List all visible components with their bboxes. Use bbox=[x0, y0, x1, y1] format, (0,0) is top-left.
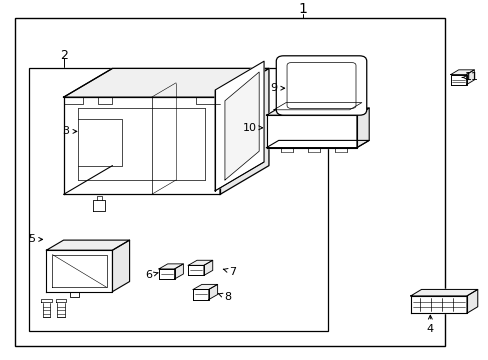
Polygon shape bbox=[159, 269, 174, 279]
Text: 5: 5 bbox=[28, 234, 42, 244]
Polygon shape bbox=[215, 61, 264, 191]
Text: 6: 6 bbox=[145, 270, 158, 280]
Polygon shape bbox=[466, 70, 473, 85]
Polygon shape bbox=[266, 115, 356, 148]
Polygon shape bbox=[93, 200, 105, 211]
Polygon shape bbox=[174, 264, 183, 279]
Polygon shape bbox=[450, 75, 466, 85]
Polygon shape bbox=[63, 68, 268, 97]
Polygon shape bbox=[224, 72, 259, 180]
Text: 1: 1 bbox=[298, 2, 307, 16]
Text: 10: 10 bbox=[242, 123, 262, 133]
Polygon shape bbox=[193, 289, 208, 300]
Text: 8: 8 bbox=[218, 292, 230, 302]
Text: 11: 11 bbox=[461, 72, 478, 82]
Polygon shape bbox=[466, 289, 477, 313]
Polygon shape bbox=[220, 68, 268, 194]
Polygon shape bbox=[266, 140, 368, 148]
Polygon shape bbox=[203, 260, 212, 275]
Polygon shape bbox=[208, 284, 217, 300]
Polygon shape bbox=[159, 264, 183, 269]
Polygon shape bbox=[46, 240, 129, 250]
Polygon shape bbox=[410, 289, 477, 296]
Text: 7: 7 bbox=[223, 267, 235, 277]
FancyBboxPatch shape bbox=[276, 56, 366, 115]
Text: 3: 3 bbox=[62, 126, 77, 136]
Polygon shape bbox=[356, 108, 368, 148]
Polygon shape bbox=[193, 284, 217, 289]
Polygon shape bbox=[188, 265, 203, 275]
Text: 4: 4 bbox=[426, 315, 433, 334]
Polygon shape bbox=[450, 70, 473, 75]
Text: 9: 9 bbox=[270, 83, 284, 93]
Polygon shape bbox=[112, 240, 129, 292]
Bar bbox=[15, 18, 444, 346]
Polygon shape bbox=[266, 108, 368, 115]
Polygon shape bbox=[188, 260, 212, 265]
Text: 2: 2 bbox=[60, 49, 67, 62]
Polygon shape bbox=[63, 97, 220, 194]
Polygon shape bbox=[46, 250, 112, 292]
Bar bbox=[29, 68, 327, 331]
Polygon shape bbox=[410, 296, 466, 313]
